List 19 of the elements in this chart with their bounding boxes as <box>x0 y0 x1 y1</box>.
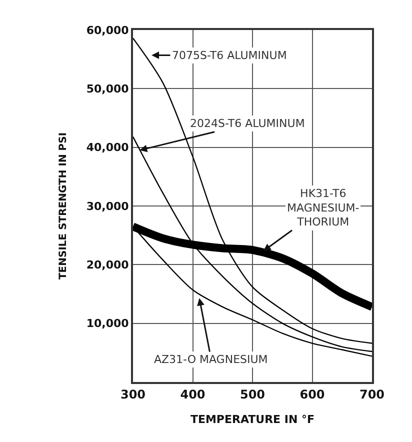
annotation: HK31-T6 MAGNESIUM- THORIUM <box>287 187 360 229</box>
x-axis-title: TEMPERATURE IN °F <box>190 413 315 426</box>
line-series <box>133 38 372 344</box>
line-series <box>133 136 372 352</box>
x-tick-label: 300 <box>120 387 146 402</box>
x-tick-label: 600 <box>300 387 325 402</box>
y-tick-label: 60,000 <box>86 24 130 37</box>
x-tick-label: 700 <box>359 387 385 402</box>
annotation: 2024S-T6 ALUMINUM <box>190 117 305 130</box>
y-tick-label: 50,000 <box>86 82 130 96</box>
y-tick-label: 40,000 <box>86 141 130 154</box>
y-tick-label: 10,000 <box>86 317 130 330</box>
y-axis-title: TENSILE STRENGTH IN PSI <box>58 132 69 280</box>
x-tick-label: 500 <box>240 387 266 402</box>
annotation: 7075S-T6 ALUMINUM <box>172 49 287 62</box>
x-tick-label: 400 <box>180 387 206 402</box>
y-tick-label: 30,000 <box>86 200 130 213</box>
y-tick-label: 20,000 <box>86 258 130 272</box>
annotation: AZ31-O MAGNESIUM <box>154 353 268 366</box>
